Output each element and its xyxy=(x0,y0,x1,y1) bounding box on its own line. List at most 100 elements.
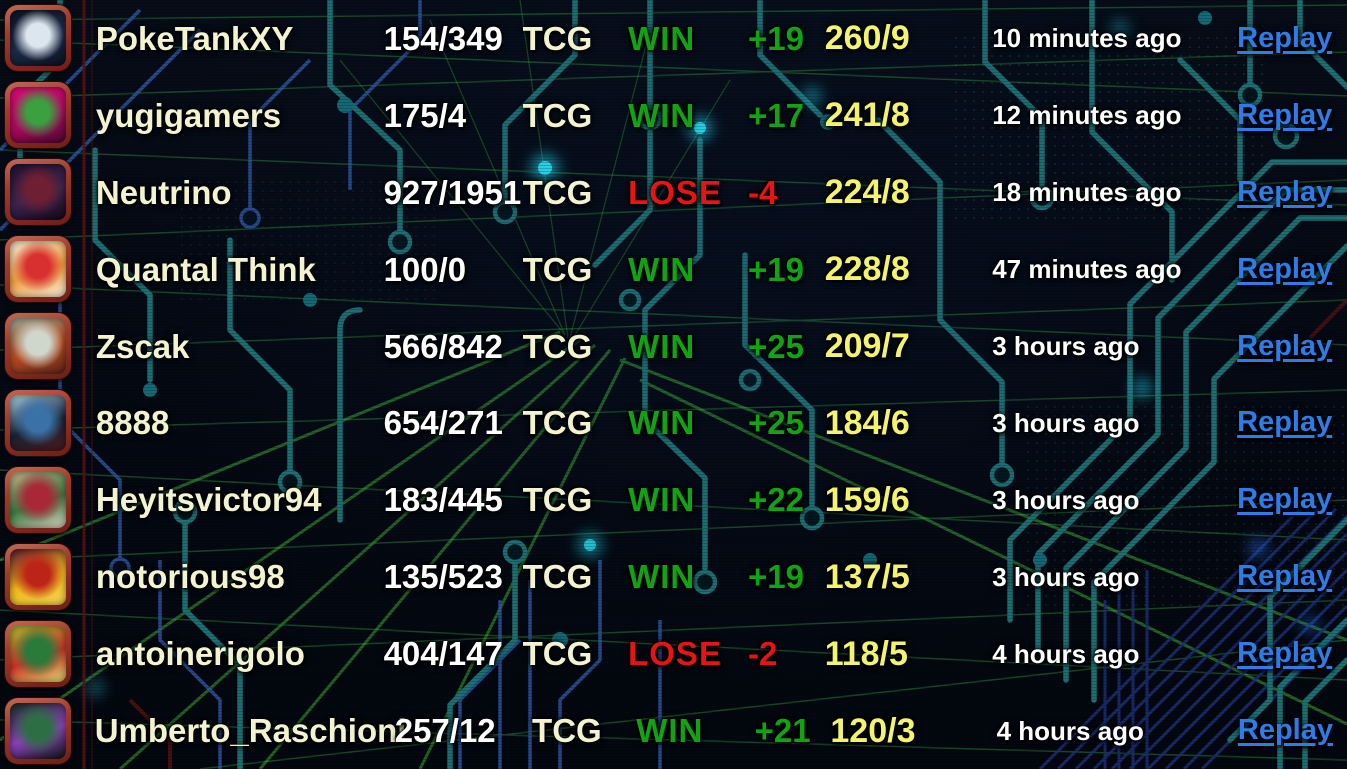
avatar-frame xyxy=(5,313,71,380)
player-record: 135/523 xyxy=(383,558,503,596)
replay-link[interactable]: Replay xyxy=(1237,406,1333,439)
replay-link[interactable]: Replay xyxy=(1237,175,1333,208)
format-label: TCG xyxy=(522,19,593,57)
format-label: TCG xyxy=(522,481,593,519)
player-name: Zscak xyxy=(95,327,190,365)
rating-value: 260/9 xyxy=(824,19,910,58)
format-label: TCG xyxy=(532,712,602,750)
rating-change: +19 xyxy=(747,19,804,57)
replay-cell: Replay xyxy=(1222,485,1347,514)
result-label: WIN xyxy=(628,96,696,134)
match-row: antoinerigolo 404/147 TCG LOSE -2 118/5 … xyxy=(0,615,1347,692)
avatar-frame xyxy=(5,82,71,149)
card-art-image xyxy=(10,548,66,605)
format-label: TCG xyxy=(522,404,593,442)
replay-cell: Replay xyxy=(1222,408,1347,437)
avatar-frame xyxy=(5,236,71,303)
player-record: 927/1951 xyxy=(383,173,522,211)
card-art-image xyxy=(10,241,66,298)
player-avatar[interactable] xyxy=(0,313,96,380)
card-art-image xyxy=(10,87,66,144)
player-record: 404/147 xyxy=(383,635,503,673)
result-label: WIN xyxy=(628,250,696,288)
rating-value: 159/6 xyxy=(824,480,910,519)
player-avatar[interactable] xyxy=(0,159,96,226)
player-name: antoinerigolo xyxy=(95,635,305,673)
player-name: Umberto_Raschioni xyxy=(94,712,407,750)
match-row: notorious98 135/523 TCG WIN +19 137/5 3 … xyxy=(0,538,1347,615)
player-record: 154/349 xyxy=(383,19,503,57)
player-name: PokeTankXY xyxy=(95,19,294,57)
rating-change: +19 xyxy=(747,558,804,596)
rating-change: +17 xyxy=(747,96,804,134)
rating-value: 241/8 xyxy=(824,96,910,135)
match-time: 47 minutes ago xyxy=(992,254,1182,285)
player-avatar[interactable] xyxy=(0,697,95,764)
match-row: Neutrino 927/1951 TCG LOSE -4 224/8 18 m… xyxy=(0,154,1347,231)
player-avatar[interactable] xyxy=(0,5,96,72)
replay-cell: Replay xyxy=(1222,639,1347,668)
avatar-frame xyxy=(5,389,71,456)
result-label: LOSE xyxy=(628,173,722,211)
rating-change: -2 xyxy=(747,635,778,673)
replay-link[interactable]: Replay xyxy=(1237,637,1333,670)
player-name: Quantal Think xyxy=(95,250,316,288)
avatar-frame xyxy=(5,5,71,72)
replay-link[interactable]: Replay xyxy=(1237,560,1333,593)
replay-link[interactable]: Replay xyxy=(1237,21,1333,54)
match-row: yugigamers 175/4 TCG WIN +17 241/8 12 mi… xyxy=(0,77,1347,154)
replay-cell: Replay xyxy=(1222,562,1347,591)
result-label: WIN xyxy=(628,19,696,57)
replay-link[interactable]: Replay xyxy=(1237,252,1333,285)
player-avatar[interactable] xyxy=(0,389,96,456)
match-time: 3 hours ago xyxy=(992,561,1140,592)
format-label: TCG xyxy=(522,96,593,134)
match-time: 3 hours ago xyxy=(992,407,1140,438)
result-label: WIN xyxy=(628,481,696,519)
card-art-image xyxy=(10,164,66,221)
player-record: 566/842 xyxy=(383,327,503,365)
match-row: PokeTankXY 154/349 TCG WIN +19 260/9 10 … xyxy=(0,0,1347,77)
player-avatar[interactable] xyxy=(0,543,96,610)
replay-cell: Replay xyxy=(1222,252,1347,285)
player-avatar[interactable] xyxy=(0,466,96,533)
match-row: 8888 654/271 TCG WIN +25 184/6 3 hours a… xyxy=(0,385,1347,462)
rating-value: 184/6 xyxy=(824,403,910,442)
rating-value: 118/5 xyxy=(824,634,908,673)
player-name: notorious98 xyxy=(95,558,285,596)
rating-change: -4 xyxy=(747,173,778,211)
format-label: TCG xyxy=(522,173,593,211)
match-row: Umberto_Raschioni 257/12 TCG WIN +21 120… xyxy=(0,692,1347,769)
player-record: 257/12 xyxy=(394,712,496,750)
player-name: Heyitsvictor94 xyxy=(95,481,322,519)
player-avatar[interactable] xyxy=(0,82,96,149)
player-avatar[interactable] xyxy=(0,620,96,687)
format-label: TCG xyxy=(522,327,593,365)
replay-link[interactable]: Replay xyxy=(1237,714,1333,747)
card-art-image xyxy=(10,625,66,682)
replay-cell: Replay xyxy=(1222,175,1347,208)
result-label: LOSE xyxy=(628,635,722,673)
replay-link[interactable]: Replay xyxy=(1237,483,1333,516)
rating-change: +25 xyxy=(747,327,804,365)
player-avatar[interactable] xyxy=(0,236,96,303)
player-record: 100/0 xyxy=(383,250,467,288)
replay-link[interactable]: Replay xyxy=(1237,329,1333,362)
player-record: 175/4 xyxy=(383,96,467,134)
match-time: 3 hours ago xyxy=(992,484,1140,515)
rating-change: +19 xyxy=(747,250,804,288)
rating-value: 137/5 xyxy=(824,557,910,596)
avatar-frame xyxy=(5,159,71,226)
rating-value: 224/8 xyxy=(824,173,910,212)
format-label: TCG xyxy=(522,558,593,596)
match-time: 18 minutes ago xyxy=(992,177,1182,208)
player-name: 8888 xyxy=(95,404,170,442)
result-label: WIN xyxy=(636,712,704,750)
player-name: Neutrino xyxy=(95,173,232,211)
replay-link[interactable]: Replay xyxy=(1237,98,1333,131)
match-time: 4 hours ago xyxy=(992,638,1140,669)
rating-value: 120/3 xyxy=(830,711,916,750)
replay-cell: Replay xyxy=(1222,98,1347,131)
rating-value: 209/7 xyxy=(824,327,910,366)
